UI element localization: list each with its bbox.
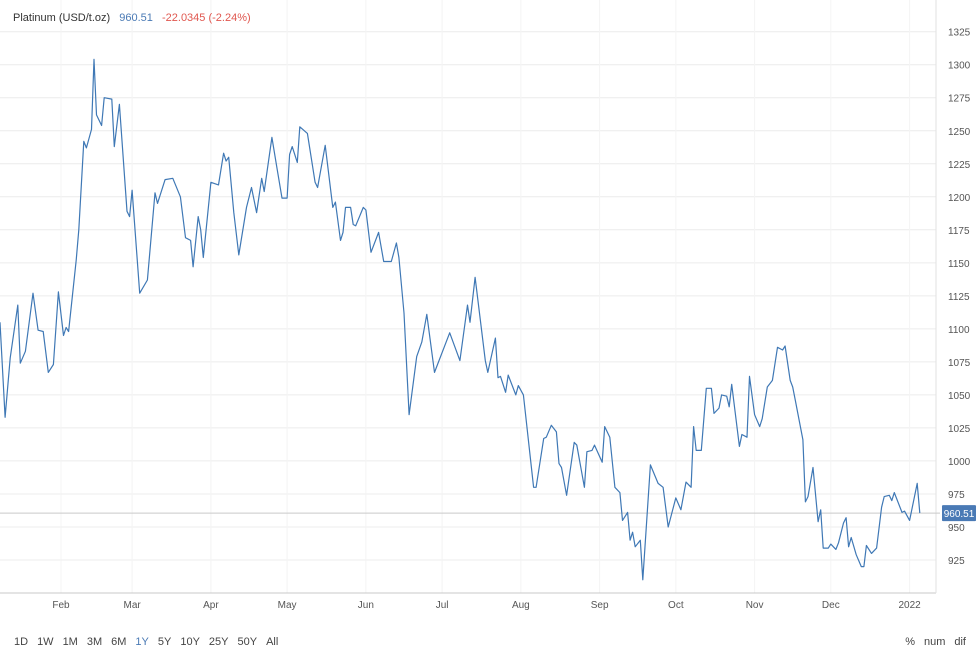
- mode-button-percent[interactable]: %: [905, 636, 915, 648]
- display-mode-selector: % num dif: [896, 636, 966, 648]
- chart-header: Platinum (USD/t.oz) 960.51 -22.0345 (-2.…: [13, 12, 257, 24]
- range-button-1d[interactable]: 1D: [14, 636, 29, 648]
- x-tick-label: Oct: [668, 600, 684, 611]
- x-tick-label: Feb: [52, 600, 70, 611]
- y-tick-label: 1250: [948, 127, 971, 138]
- y-tick-label: 1325: [948, 28, 971, 39]
- x-axis: Feb Mar Apr May Jun Jul Aug Sep Oct Nov Dec 2022: [52, 600, 921, 611]
- y-tick-label: 1000: [948, 457, 971, 468]
- y-tick-label: 1300: [948, 61, 971, 72]
- range-button-all[interactable]: All: [266, 636, 279, 648]
- x-tick-label: Dec: [822, 600, 840, 611]
- y-tick-label: 1275: [948, 94, 971, 105]
- last-price-badge-label: 960.51: [944, 509, 975, 520]
- last-price: 960.51: [119, 12, 153, 24]
- y-tick-label: 1075: [948, 358, 971, 369]
- y-tick-label: 1150: [948, 259, 970, 270]
- x-tick-label: Sep: [591, 600, 609, 611]
- y-axis: 925 950 975 1000 1025 1050 1075 1100 1125 1150 117…: [948, 28, 971, 567]
- y-tick-label: 1225: [948, 160, 971, 171]
- range-button-1y[interactable]: 1Y: [135, 636, 149, 648]
- gridlines: [0, 0, 936, 593]
- y-tick-label: 1050: [948, 391, 971, 402]
- range-button-10y[interactable]: 10Y: [180, 636, 200, 648]
- x-tick-label: Aug: [512, 600, 530, 611]
- x-tick-label: Mar: [124, 600, 142, 611]
- y-tick-label: 1025: [948, 424, 971, 435]
- y-tick-label: 1100: [948, 325, 970, 336]
- y-tick-label: 1125: [948, 292, 970, 303]
- range-button-5y[interactable]: 5Y: [157, 636, 172, 648]
- range-button-25y[interactable]: 25Y: [208, 636, 229, 648]
- y-tick-label: 950: [948, 523, 965, 534]
- range-button-3m[interactable]: 3M: [86, 636, 103, 648]
- range-button-50y[interactable]: 50Y: [237, 636, 258, 648]
- y-tick-label: 1175: [948, 226, 970, 237]
- mode-button-dif[interactable]: dif: [954, 636, 966, 648]
- x-tick-label: Nov: [746, 600, 764, 611]
- last-price-badge: 960.51: [942, 505, 976, 522]
- range-button-6m[interactable]: 6M: [111, 636, 127, 648]
- y-tick-label: 925: [948, 556, 965, 567]
- price-line: [0, 58, 921, 581]
- y-tick-label: 975: [948, 490, 965, 501]
- y-tick-label: 1200: [948, 193, 971, 204]
- mode-button-num[interactable]: num: [923, 636, 946, 648]
- range-selector: 1D 1W 1M 3M 6M 1Y 5Y 10Y 25Y 50Y All: [14, 636, 287, 648]
- instrument-name: Platinum (USD/t.oz): [13, 12, 111, 24]
- x-tick-label: Jul: [436, 600, 449, 611]
- x-tick-label: May: [278, 600, 297, 611]
- last-price-badge-bg: [942, 505, 976, 522]
- price-change: -22.0345 (-2.24%): [161, 12, 251, 24]
- range-button-1m[interactable]: 1M: [62, 636, 78, 648]
- x-tick-label: Jun: [358, 600, 374, 611]
- x-tick-label: 2022: [898, 600, 921, 611]
- range-button-1w[interactable]: 1W: [37, 636, 54, 648]
- x-tick-label: Apr: [203, 600, 219, 611]
